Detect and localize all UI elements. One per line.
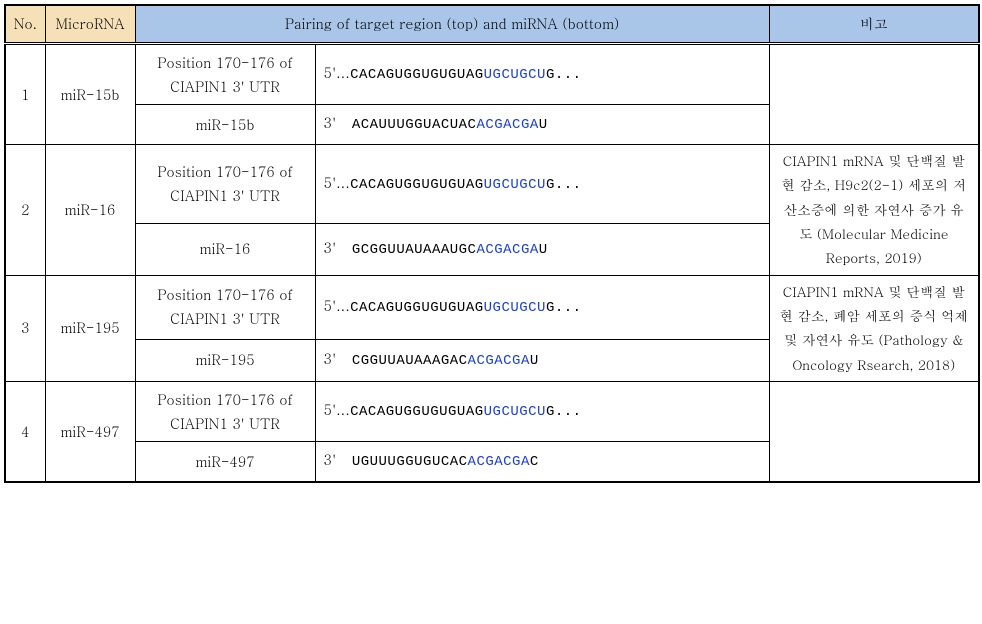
cell-microrna: miR-497	[45, 381, 135, 482]
cell-note	[769, 381, 979, 482]
cell-mirna-label: miR-16	[135, 223, 315, 275]
cell-mirna-label: miR-195	[135, 339, 315, 381]
cell-no: 1	[5, 43, 45, 144]
cell-no: 4	[5, 381, 45, 482]
cell-mirna-label: miR-15b	[135, 105, 315, 145]
cell-microrna: miR-195	[45, 275, 135, 381]
cell-sequence-mirna: 3' GCGGUUAUAAAUGCACGACGAU	[315, 223, 769, 275]
cell-no: 2	[5, 145, 45, 275]
cell-sequence-target: 5'...CACAGUGGUGUGUAGUGCUGCUG...	[315, 43, 769, 105]
cell-no: 3	[5, 275, 45, 381]
cell-position-label: Position 170-176 of CIAPIN1 3' UTR	[135, 43, 315, 105]
cell-sequence-mirna: 3' UGUUUGGUGUCACACGACGAC	[315, 442, 769, 482]
cell-microrna: miR-16	[45, 145, 135, 275]
col-header-pairing: Pairing of target region (top) and miRNA…	[135, 5, 769, 43]
cell-sequence-target: 5'...CACAGUGGUGUGUAGUGCUGCUG...	[315, 381, 769, 442]
col-header-no: No.	[5, 5, 45, 43]
cell-note	[769, 43, 979, 144]
cell-mirna-label: miR-497	[135, 442, 315, 482]
cell-sequence-target: 5'...CACAGUGGUGUGUAGUGCUGCUG...	[315, 145, 769, 224]
col-header-note: 비고	[769, 5, 979, 43]
mirna-table: No. MicroRNA Pairing of target region (t…	[4, 4, 980, 483]
cell-note: CIAPIN1 mRNA 및 단백질 발현 감소, 폐암 세포의 증식 억제 및…	[769, 275, 979, 381]
cell-sequence-target: 5'...CACAGUGGUGUGUAGUGCUGCUG...	[315, 275, 769, 339]
cell-sequence-mirna: 3' CGGUUAUAAAGACACGACGAU	[315, 339, 769, 381]
cell-position-label: Position 170-176 of CIAPIN1 3' UTR	[135, 145, 315, 224]
cell-microrna: miR-15b	[45, 43, 135, 144]
col-header-microrna: MicroRNA	[45, 5, 135, 43]
cell-position-label: Position 170-176 of CIAPIN1 3' UTR	[135, 275, 315, 339]
cell-sequence-mirna: 3' ACAUUUGGUACUACACGACGAU	[315, 105, 769, 145]
cell-position-label: Position 170-176 of CIAPIN1 3' UTR	[135, 381, 315, 442]
cell-note: CIAPIN1 mRNA 및 단백질 발현 감소, H9c2(2-1) 세포의 …	[769, 145, 979, 275]
